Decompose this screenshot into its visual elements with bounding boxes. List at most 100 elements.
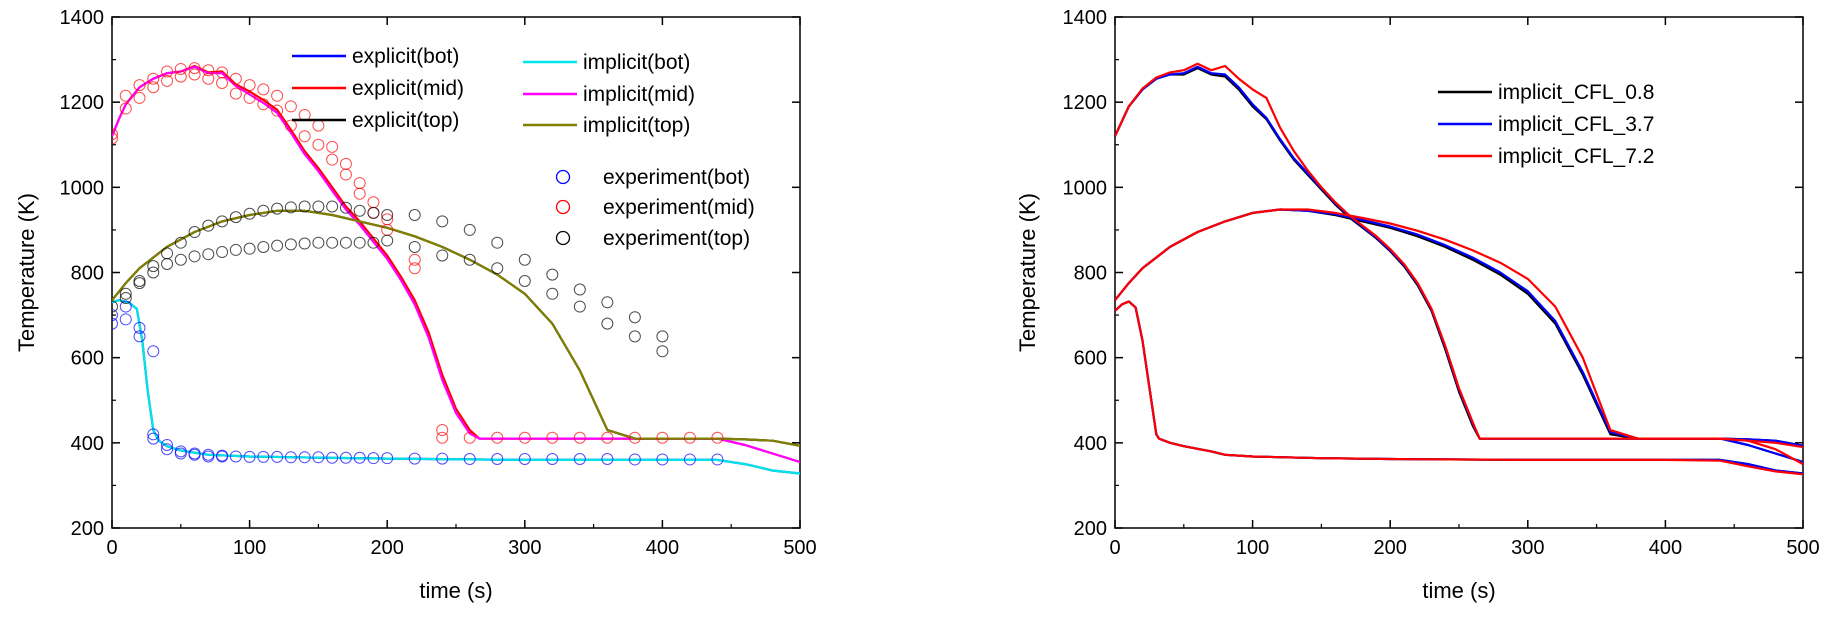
data-point: [312, 451, 325, 464]
data-point: [408, 240, 421, 253]
x-tick-label: 300: [1511, 537, 1544, 559]
data-point: [656, 431, 669, 444]
data-point: [257, 240, 270, 253]
data-point: [381, 234, 394, 247]
data-point: [573, 300, 586, 313]
data-point: [161, 65, 174, 78]
data-point: [202, 450, 215, 463]
series-line: [1115, 208, 1803, 449]
data-point: [284, 119, 297, 132]
y-tick-label: 1000: [1063, 177, 1108, 199]
data-point: [284, 451, 297, 464]
data-point: [326, 140, 339, 153]
data-point: [601, 431, 614, 444]
x-tick-label: 400: [1649, 537, 1682, 559]
data-point: [243, 91, 256, 104]
data-point: [284, 201, 297, 214]
data-point: [271, 104, 284, 117]
data-point: [229, 243, 242, 256]
data-point: [202, 72, 215, 85]
data-point: [573, 283, 586, 296]
legend-label: implicit_CFL_7.2: [1498, 145, 1654, 168]
data-point: [367, 452, 380, 465]
data-point: [216, 66, 229, 79]
series-line: [1115, 67, 1803, 464]
data-point: [518, 431, 531, 444]
data-point: [133, 330, 146, 343]
legend: explicit(bot) explicit(mid) explicit(top) i…: [292, 45, 755, 250]
y-tick-label: 200: [1074, 518, 1107, 540]
x-tick-label: 0: [1109, 537, 1120, 559]
data-point: [367, 206, 380, 219]
data-point: [147, 428, 160, 441]
data-point: [463, 453, 476, 466]
data-point: [161, 247, 174, 260]
data-point: [243, 450, 256, 463]
data-point: [463, 431, 476, 444]
data-point: [463, 223, 476, 236]
data-point: [326, 236, 339, 249]
data-point: [656, 330, 669, 343]
series-implicit-cfl-3-7: [1115, 65, 1803, 475]
x-tick-label: 200: [1374, 537, 1407, 559]
data-point: [436, 215, 449, 228]
data-point: [367, 236, 380, 249]
x-tick-label: 400: [646, 537, 679, 559]
chart-panel-2: 0 100 200 300 400 500 200 400 600 800 1000 1200 1400…: [1015, 7, 1820, 603]
legend-marker: [555, 230, 571, 246]
data-point: [711, 453, 724, 466]
series-line: [1115, 300, 1803, 476]
data-point: [381, 209, 394, 222]
data-point: [463, 253, 476, 266]
data-point: [353, 451, 366, 464]
data-point: [518, 253, 531, 266]
legend-label: implicit(bot): [583, 51, 690, 74]
data-point: [119, 300, 132, 313]
legend-label: implicit(top): [583, 114, 690, 137]
data-point: [271, 89, 284, 102]
y-tick-label: 1400: [60, 7, 105, 29]
data-point: [243, 207, 256, 220]
y-tick-label: 200: [71, 518, 104, 540]
data-point: [711, 431, 724, 444]
data-point: [271, 202, 284, 215]
x-tick-label: 100: [233, 537, 266, 559]
data-point: [112, 309, 118, 322]
legend-label: explicit(top): [352, 109, 459, 132]
data-point: [339, 201, 352, 214]
data-point: [312, 236, 325, 249]
data-point: [546, 453, 559, 466]
data-point: [408, 253, 421, 266]
data-point: [656, 453, 669, 466]
data-point: [436, 249, 449, 262]
data-point: [133, 321, 146, 334]
data-point: [353, 177, 366, 190]
data-point: [573, 431, 586, 444]
legend-label: experiment(mid): [603, 196, 755, 219]
data-point: [298, 130, 311, 143]
data-point: [573, 453, 586, 466]
data-point: [216, 215, 229, 228]
legend-marker: [555, 199, 571, 215]
data-point: [491, 236, 504, 249]
data-point: [161, 443, 174, 456]
data-point: [271, 450, 284, 463]
x-tick-label: 200: [371, 537, 404, 559]
data-point: [491, 453, 504, 466]
data-point: [188, 68, 201, 81]
legend-label: explicit(mid): [352, 77, 464, 100]
y-tick-label: 600: [1074, 348, 1107, 370]
y-tick-label: 800: [71, 263, 104, 285]
data-point: [119, 292, 132, 305]
data-point: [312, 138, 325, 151]
data-point: [188, 448, 201, 461]
data-point: [243, 242, 256, 255]
plot-frame: [1114, 16, 1804, 529]
series-line: [112, 299, 800, 475]
data-point: [147, 260, 160, 273]
data-point: [257, 98, 270, 111]
data-point: [491, 262, 504, 275]
data-point: [601, 296, 614, 309]
data-point: [628, 431, 641, 444]
